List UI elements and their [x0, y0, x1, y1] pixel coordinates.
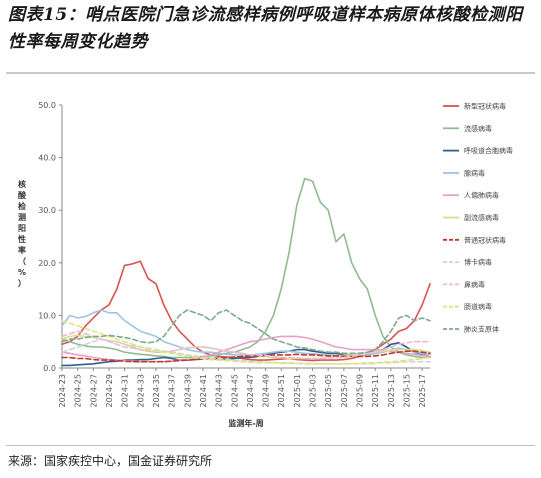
series-line	[61, 177, 431, 359]
x-tick-label: 2024-37	[168, 374, 177, 407]
x-tick-label: 2025-03	[309, 374, 318, 407]
x-tick-label: 2025-01	[293, 374, 302, 407]
x-tick-label: 2024-27	[89, 374, 98, 407]
chart-series-group	[61, 177, 431, 367]
y-tick-label: 20.0	[38, 259, 56, 268]
y-tick-label: 30.0	[38, 206, 56, 215]
x-tick-label: 2024-39	[183, 374, 192, 407]
x-tick-label: 2025-15	[403, 374, 412, 407]
x-tick-label: 2024-29	[105, 374, 114, 407]
legend-label: 人偏肺病毒	[464, 191, 499, 200]
x-tick-label: 2024-25	[74, 374, 83, 407]
x-tick-label: 2024-41	[199, 374, 208, 407]
chart-axes: 0.0 10.0 20.0 30.0 40.0 50.0 2024-23 2024-25 202…	[38, 101, 430, 407]
series-line	[61, 309, 431, 355]
x-axis-label: 监测年-周	[228, 418, 263, 428]
legend-label: 普通冠状病毒	[464, 235, 506, 244]
legend-label: 博卡病毒	[464, 258, 492, 267]
x-tick-label: 2024-33	[136, 374, 145, 407]
legend-label: 呼吸道合胞病毒	[464, 146, 513, 155]
x-tick-label: 2025-05	[324, 374, 333, 407]
legend-label: 腺病毒	[464, 168, 485, 177]
y-tick-label: 50.0	[38, 101, 56, 110]
chart-title: 图表15：哨点医院门急诊流感样病例呼吸道样本病原体核酸检测阳性率每周变化趋势	[8, 5, 523, 52]
x-tick-label: 2024-47	[246, 374, 255, 407]
series-line	[61, 330, 431, 360]
x-tick-label: 2024-31	[121, 374, 130, 407]
chart-legend: 新型冠状病毒流感病毒呼吸道合胞病毒腺病毒人偏肺病毒副流感病毒普通冠状病毒博卡病毒…	[443, 102, 513, 334]
footer-divider	[6, 445, 535, 446]
title-divider	[6, 72, 535, 74]
x-tick-label: 2025-07	[340, 374, 349, 407]
x-tick-label: 2024-23	[58, 374, 67, 407]
source-note: 来源：国家疾控中心，国金证券研究所	[8, 454, 213, 468]
legend-label: 鼻病毒	[464, 280, 485, 289]
x-tick-label: 2024-35	[152, 374, 161, 407]
x-tick-label: 2025-11	[371, 374, 380, 407]
legend-label: 副流感病毒	[464, 213, 499, 222]
legend-label: 流感病毒	[464, 124, 492, 133]
series-line	[61, 338, 431, 365]
x-tick-label: 2024-43	[215, 374, 224, 407]
series-line	[61, 319, 431, 365]
line-chart: 0.0 10.0 20.0 30.0 40.0 50.0 2024-23 2024-25 202…	[18, 101, 513, 428]
y-tick-label: 40.0	[38, 154, 56, 163]
x-tick-label: 2024-45	[230, 374, 239, 407]
x-tick-label: 2025-13	[387, 374, 396, 407]
legend-label: 肺炎支原体	[464, 325, 499, 334]
x-tick-label: 2024-51	[277, 374, 286, 407]
y-axis-label: 核酸检测阳性率（%）	[18, 179, 27, 288]
y-tick-label: 10.0	[38, 311, 56, 320]
legend-label: 肠道病毒	[464, 302, 492, 311]
series-line	[61, 350, 431, 363]
x-tick-label: 2025-09	[356, 374, 365, 407]
legend-label: 新型冠状病毒	[464, 102, 506, 111]
y-tick-label: 0.0	[43, 364, 56, 373]
series-line	[61, 260, 431, 362]
x-tick-label: 2024-49	[262, 374, 271, 407]
x-tick-label: 2025-17	[418, 374, 427, 407]
